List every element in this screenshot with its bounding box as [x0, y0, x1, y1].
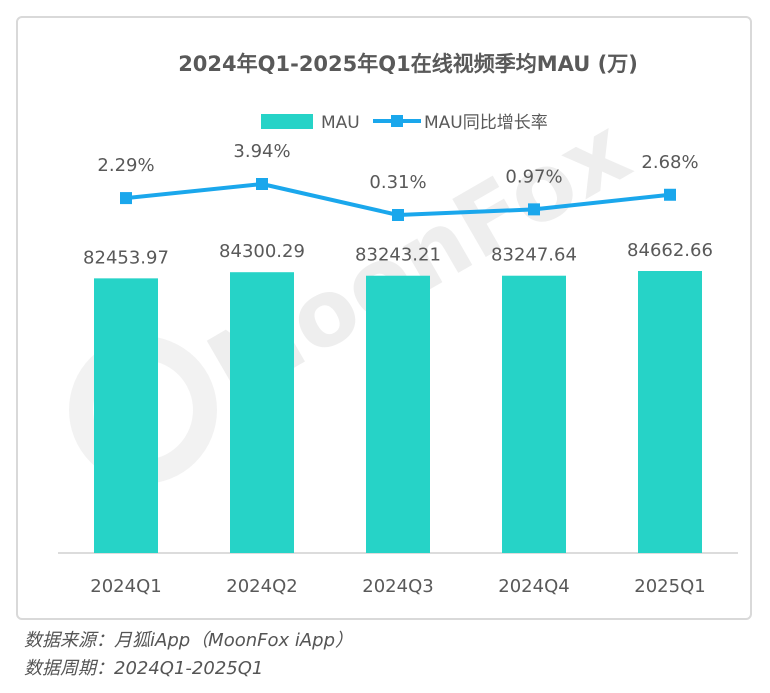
growth-value-label: 3.94% — [233, 141, 290, 162]
legend-label-mau: MAU — [321, 113, 360, 133]
footer-period: 数据周期：2024Q1-2025Q1 — [24, 658, 264, 679]
x-tick-label: 2024Q4 — [498, 576, 569, 597]
x-tick-label: 2024Q3 — [362, 576, 433, 597]
growth-marker — [256, 178, 268, 190]
bar-labels-layer: 82453.97 84300.29 83243.21 83247.64 84662.66 — [83, 240, 713, 268]
growth-marker — [392, 209, 404, 221]
legend: MAU MAU同比增长率 — [261, 113, 548, 133]
legend-swatch-mau — [261, 114, 313, 129]
bar-value-label: 83243.21 — [355, 245, 441, 266]
growth-value-label: 0.97% — [505, 166, 562, 187]
legend-marker-growth — [391, 115, 403, 127]
bar-mau — [94, 278, 158, 553]
growth-value-label: 2.29% — [97, 155, 154, 176]
x-tick-label: 2025Q1 — [634, 576, 705, 597]
chart-title: 2024年Q1-2025年Q1在线视频季均MAU (万) — [178, 52, 638, 76]
growth-marker — [120, 192, 132, 205]
x-tick-label: 2024Q1 — [90, 576, 161, 597]
bar-value-label: 84300.29 — [219, 241, 305, 262]
bar-mau — [230, 272, 294, 553]
growth-value-label: 2.68% — [641, 152, 698, 173]
bar-mau — [366, 275, 430, 553]
bar-value-label: 83247.64 — [491, 245, 577, 266]
x-axis-ticks: 2024Q1 2024Q2 2024Q3 2024Q4 2025Q1 — [90, 576, 705, 597]
chart: MoonFox 2024年Q1-2025年Q1在线视频季均MAU (万) MAU… — [58, 52, 738, 597]
growth-marker — [664, 188, 676, 201]
bar-value-label: 82453.97 — [83, 247, 169, 268]
chart-card: MoonFox 2024年Q1-2025年Q1在线视频季均MAU (万) MAU… — [16, 16, 752, 620]
bar-value-label: 84662.66 — [627, 240, 713, 261]
x-tick-label: 2024Q2 — [226, 576, 297, 597]
growth-value-label: 0.31% — [369, 172, 426, 193]
bars-layer — [94, 271, 702, 553]
legend-label-growth: MAU同比增长率 — [424, 113, 548, 133]
growth-marker — [528, 203, 540, 216]
bar-mau — [638, 271, 702, 553]
bar-mau — [502, 275, 566, 553]
footer-source: 数据来源：月狐iApp（MoonFox iApp） — [24, 630, 354, 651]
growth-line-layer: 2.29% 3.94% 0.31% 0.97% 2.68% — [97, 141, 699, 221]
